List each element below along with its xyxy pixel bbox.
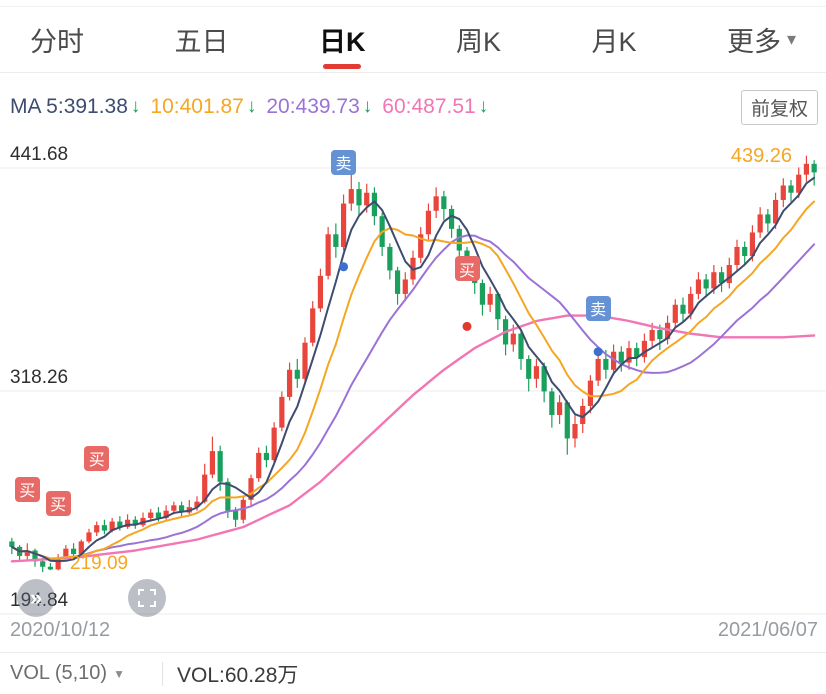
ma-legend-row: MA 5:391.38 ↓ 10:401.87 ↓ 20:439.73 ↓ 60…	[10, 88, 818, 126]
tab-more[interactable]: 更多 ▾	[727, 7, 796, 72]
tab-five-day[interactable]: 五日	[174, 27, 229, 57]
ma5-legend: MA 5:391.38	[10, 95, 128, 118]
fullscreen-icon	[138, 589, 156, 607]
volume-indicator-selector[interactable]: VOL (5,10) ▼	[0, 662, 162, 685]
divider	[162, 661, 163, 686]
tab-weekly-k[interactable]: 周K	[455, 27, 501, 57]
ma20-legend: 20:439.73	[266, 95, 360, 118]
ma60-legend: 60:487.51	[382, 95, 476, 118]
down-arrow-icon: ↓	[130, 96, 141, 117]
sell-signal-badge: 卖	[331, 149, 357, 175]
scroll-left-button[interactable]: »	[17, 579, 55, 617]
period-tabbar: 分时 五日 日K 周K 月K 更多 ▾	[0, 6, 826, 73]
tab-daily-k[interactable]: 日K	[319, 7, 366, 72]
volume-header-bar: VOL (5,10) ▼ VOL:60.28万	[0, 652, 826, 694]
buy-signal-badge: 买	[14, 476, 40, 502]
lowest-price-label: 219.09	[70, 553, 129, 574]
y-axis-label-bottom: 194.84	[10, 590, 69, 611]
down-arrow-icon: ↓	[246, 96, 257, 117]
double-chevron-icon: »	[29, 585, 43, 610]
buy-signal-badge: 买	[454, 256, 480, 282]
volume-value: VOL:60.28万	[177, 663, 299, 687]
chevron-down-icon: ▾	[786, 29, 796, 49]
tab-monthly-k[interactable]: 月K	[591, 27, 637, 57]
x-axis-start-date: 2020/10/12	[10, 619, 111, 641]
dropdown-caret-icon: ▼	[113, 666, 125, 681]
down-arrow-icon: ↓	[362, 96, 373, 117]
tab-more-label: 更多	[726, 27, 781, 57]
ma10-legend: 10:401.87	[150, 95, 244, 118]
adjust-mode-button[interactable]: 前复权	[740, 89, 818, 125]
sell-signal-badge: 卖	[585, 295, 611, 321]
down-arrow-icon: ↓	[478, 96, 489, 117]
y-axis-label-middle: 318.26	[10, 367, 69, 388]
volume-selector-label: VOL (5,10)	[10, 662, 108, 684]
fullscreen-button[interactable]	[128, 579, 166, 617]
y-axis-label-top: 441.68	[10, 144, 69, 165]
tab-daily-k-label: 日K	[318, 27, 366, 57]
buy-signal-badge: 买	[84, 445, 110, 471]
x-axis-end-date: 2021/06/07	[717, 619, 818, 641]
tab-intraday[interactable]: 分时	[30, 27, 84, 57]
buy-signal-badge: 买	[45, 490, 71, 516]
latest-price-label: 439.26	[730, 145, 792, 167]
